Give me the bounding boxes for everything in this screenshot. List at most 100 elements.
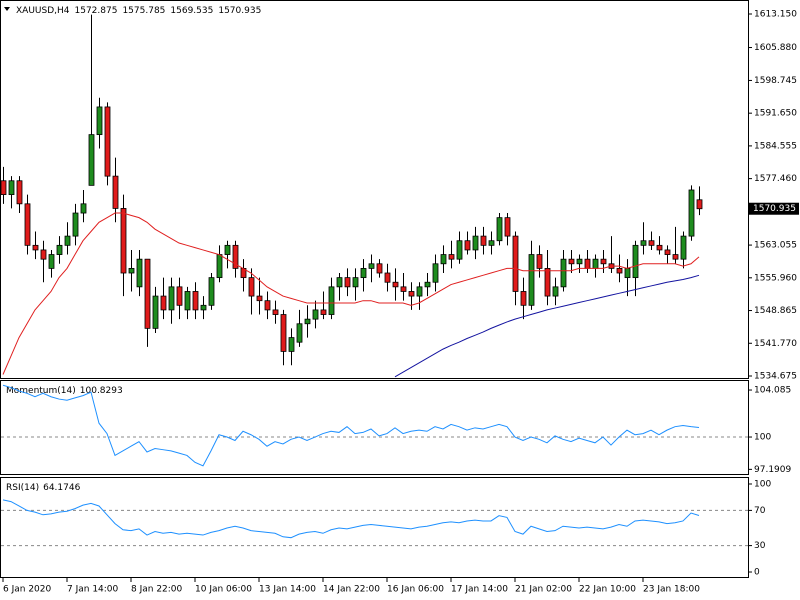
candle-body (96, 106, 103, 136)
y-tick-label: 1598.745 (754, 76, 797, 86)
candle-body (128, 267, 135, 274)
candle-body (592, 258, 599, 269)
y-tick-label: 100 (754, 479, 771, 489)
candle-body (408, 291, 415, 297)
candle-body (696, 199, 703, 210)
candle-body (640, 240, 647, 246)
candle-body (560, 258, 567, 288)
candle-body (368, 263, 375, 269)
candle-body (104, 106, 111, 177)
candle-body (336, 277, 343, 288)
candle-body (488, 240, 495, 246)
candle-body (8, 180, 15, 195)
candle-body (80, 203, 87, 214)
candle-body (512, 235, 519, 292)
symbol: XAUUSD,H4 (16, 6, 70, 16)
candle-body (176, 286, 183, 306)
candle-body (64, 235, 71, 246)
high-value: 1575.785 (122, 6, 165, 16)
y-tick-label: 1584.555 (754, 141, 797, 151)
candle-body (352, 277, 359, 288)
series-line (2, 499, 700, 539)
candle-body (672, 254, 679, 260)
x-tick-label: 7 Jan 14:00 (67, 585, 119, 595)
series-line (2, 384, 700, 467)
x-tick-label: 21 Jan 02:00 (515, 585, 572, 595)
y-tick-label: 1541.770 (754, 339, 797, 349)
x-tick-label: 6 Jan 2020 (3, 585, 51, 595)
candle-body (272, 309, 279, 315)
series-line (2, 212, 700, 375)
candle-body (184, 291, 191, 311)
y-tick-label: 97.1909 (754, 465, 791, 475)
candle-body (312, 309, 319, 320)
candle-body (56, 244, 63, 255)
candle-body (152, 295, 159, 329)
candle-body (1, 180, 7, 195)
candle-body (216, 254, 223, 279)
candle-body (376, 263, 383, 274)
candle-body (464, 240, 471, 251)
y-tick-label: 1591.650 (754, 109, 797, 119)
candle-body (552, 286, 559, 297)
candle-body (256, 295, 263, 302)
candle-body (120, 208, 127, 274)
candle-body (480, 235, 487, 246)
rsi-panel (0, 477, 749, 578)
candle-body (648, 240, 655, 246)
last-price-box (749, 202, 799, 215)
candle-body (632, 244, 639, 279)
y-tick-label: 1555.960 (754, 273, 797, 283)
candle-body (136, 258, 143, 288)
y-tick-label: 1605.880 (754, 43, 797, 53)
indicator-value: 64.1746 (43, 483, 80, 493)
candle-body (424, 281, 431, 288)
candle-body (416, 286, 423, 297)
candle-body (168, 286, 175, 311)
candle-body (600, 258, 607, 265)
candle-body (16, 180, 23, 205)
candle-body (248, 277, 255, 297)
candle-body (280, 314, 287, 352)
candle-body (232, 244, 239, 269)
x-tick-label: 23 Jan 18:00 (643, 585, 700, 595)
candle-body (88, 134, 95, 186)
y-tick-label: 1534.675 (754, 371, 797, 381)
y-tick-label: 30 (754, 541, 766, 551)
candle-body (664, 249, 671, 255)
y-tick-label: 1613.150 (754, 9, 797, 19)
candle-body (528, 254, 535, 306)
candle-body (536, 254, 543, 269)
y-tick-label: 1548.865 (754, 306, 797, 316)
candle-body (616, 267, 623, 274)
candle-body (264, 300, 271, 311)
candle-body (576, 258, 583, 265)
candle-body (48, 254, 55, 269)
candle-body (584, 258, 591, 269)
candle-body (304, 318, 311, 325)
candle-body (392, 281, 399, 288)
y-tick-label: 0 (754, 568, 760, 578)
momentum-panel (0, 380, 749, 475)
x-tick-label: 22 Jan 10:00 (579, 585, 636, 595)
candle-body (360, 267, 367, 279)
candle-body (112, 175, 119, 209)
menu-arrow[interactable] (4, 7, 10, 11)
candle-body (520, 291, 527, 306)
candle-body (624, 267, 631, 279)
candle-body (144, 258, 151, 329)
candle-body (160, 295, 167, 311)
candle-body (568, 258, 575, 265)
candle-body (688, 189, 695, 237)
indicator-value: 100.8293 (80, 386, 123, 396)
candle-body (504, 217, 511, 237)
candle-body (32, 244, 39, 251)
candle-body (472, 235, 479, 251)
candle-body (288, 337, 295, 352)
candle-body (432, 263, 439, 283)
candle-body (24, 203, 31, 246)
y-tick-label: 1563.055 (754, 241, 797, 251)
candle-body (384, 272, 391, 283)
main-panel (0, 0, 749, 379)
